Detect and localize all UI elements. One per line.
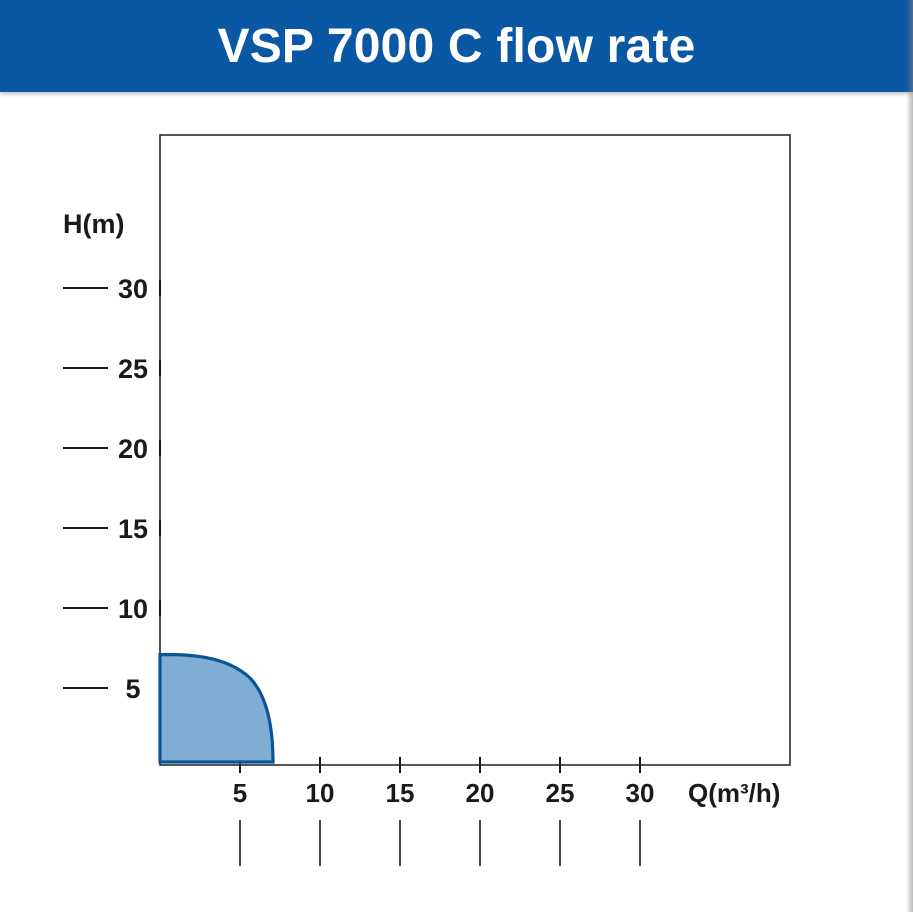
svg-text:10: 10	[306, 778, 335, 808]
svg-text:25: 25	[118, 354, 148, 384]
svg-text:15: 15	[386, 778, 415, 808]
svg-text:5: 5	[233, 778, 247, 808]
svg-text:30: 30	[626, 778, 655, 808]
svg-text:20: 20	[118, 434, 148, 464]
svg-text:Q(m³/h): Q(m³/h)	[688, 778, 780, 808]
svg-text:30: 30	[118, 274, 148, 304]
svg-text:5: 5	[125, 674, 140, 704]
svg-text:10: 10	[118, 594, 148, 624]
svg-text:20: 20	[466, 778, 495, 808]
svg-text:H(m): H(m)	[63, 209, 125, 239]
svg-text:15: 15	[118, 514, 148, 544]
svg-text:25: 25	[546, 778, 575, 808]
